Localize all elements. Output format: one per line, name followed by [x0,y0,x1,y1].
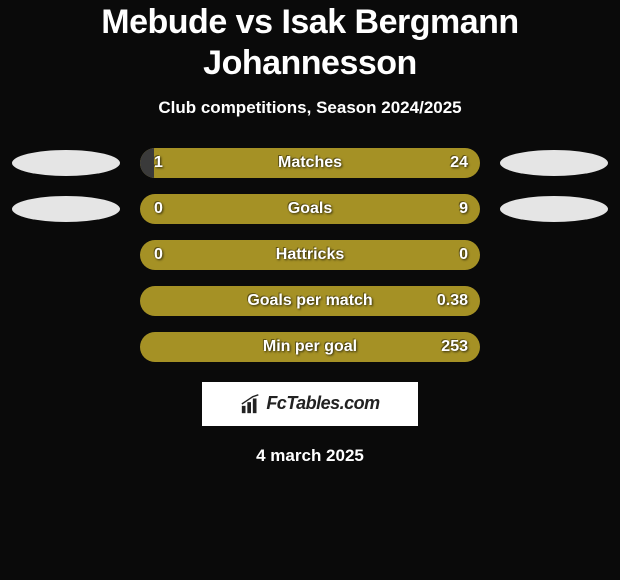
stat-row: 0 Hattricks 0 [0,240,620,270]
stat-value-left: 1 [154,154,163,172]
player-ellipse-right [500,150,608,176]
stat-value-left: 0 [154,246,163,264]
stat-value-right: 0 [459,246,468,264]
logo-text: FcTables.com [266,393,379,414]
stat-bar: 1 Matches 24 [140,148,480,178]
stat-bar: Goals per match 0.38 [140,286,480,316]
stat-value-left: 0 [154,200,163,218]
stat-label: Goals per match [247,292,372,310]
stat-label: Goals [288,200,332,218]
fctables-logo[interactable]: FcTables.com [202,382,418,426]
stat-row: Goals per match 0.38 [0,286,620,316]
stat-value-right: 0.38 [437,292,468,310]
player-ellipse-left [12,196,120,222]
stat-value-right: 253 [441,338,468,356]
comparison-title: Mebude vs Isak Bergmann Johannesson [0,2,620,84]
comparison-subtitle: Club competitions, Season 2024/2025 [0,98,620,118]
stat-value-right: 24 [450,154,468,172]
stat-bar: Min per goal 253 [140,332,480,362]
stat-value-right: 9 [459,200,468,218]
bars-icon [240,393,262,415]
stat-bar-fill [140,148,154,178]
stat-row: 1 Matches 24 [0,148,620,178]
stat-bar: 0 Goals 9 [140,194,480,224]
player-ellipse-right [500,196,608,222]
stat-bar: 0 Hattricks 0 [140,240,480,270]
stat-label: Min per goal [263,338,357,356]
player-ellipse-left [12,150,120,176]
date-label: 4 march 2025 [0,446,620,466]
stat-label: Matches [278,154,342,172]
stat-row: Min per goal 253 [0,332,620,362]
stat-label: Hattricks [276,246,344,264]
stat-row: 0 Goals 9 [0,194,620,224]
stats-area: 1 Matches 24 0 Goals 9 0 Hattricks 0 Goals per ma… [0,148,620,362]
